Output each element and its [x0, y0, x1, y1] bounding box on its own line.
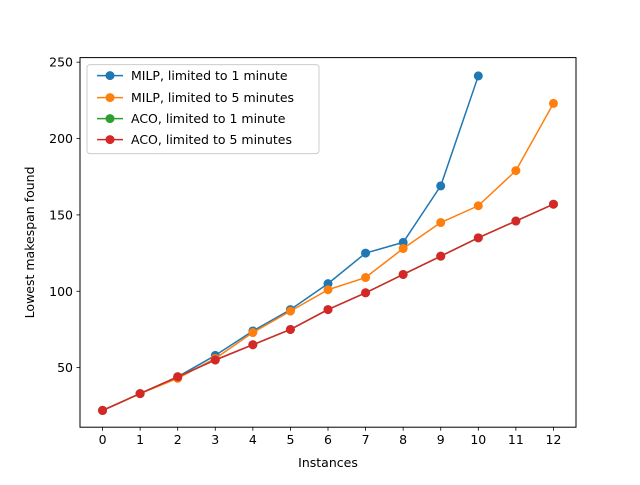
x-tick-label: 2 [174, 432, 182, 447]
data-point [436, 218, 446, 228]
y-tick-label: 100 [49, 284, 73, 299]
x-tick-label: 5 [286, 432, 294, 447]
data-point [361, 273, 371, 283]
legend-swatch-marker [105, 135, 115, 145]
legend-item-aco-1min: ACO, limited to 1 minute [97, 111, 286, 126]
x-tick-label: 11 [508, 432, 524, 447]
data-point [473, 201, 483, 211]
y-axis-label: Lowest makespan found [22, 166, 37, 318]
legend-label: MILP, limited to 5 minutes [131, 90, 294, 105]
x-tick-label: 4 [249, 432, 257, 447]
data-point [135, 389, 145, 399]
data-point [210, 355, 220, 365]
data-point [436, 181, 446, 191]
y-tick-label: 200 [49, 131, 73, 146]
x-tick-label: 6 [324, 432, 332, 447]
x-tick-label: 8 [399, 432, 407, 447]
legend-box [86, 64, 320, 155]
y-axis: 50 100 150 200 250 [49, 55, 80, 375]
x-tick-label: 7 [362, 432, 370, 447]
y-tick-label: 250 [49, 55, 73, 70]
data-point [436, 251, 446, 261]
x-axis: 0 1 2 3 4 5 6 7 8 9 10 11 12 [99, 427, 562, 447]
data-point [98, 405, 108, 415]
legend-item-milp-1min: MILP, limited to 1 minute [97, 68, 288, 83]
legend-swatch-marker [105, 114, 115, 124]
y-tick-label: 150 [49, 207, 73, 222]
data-point [173, 372, 183, 382]
x-tick-label: 10 [470, 432, 486, 447]
data-point [548, 98, 558, 108]
data-point [361, 288, 371, 298]
legend-label: ACO, limited to 5 minutes [131, 132, 292, 147]
x-tick-label: 12 [546, 432, 562, 447]
data-point [285, 324, 295, 334]
x-axis-label: Instances [298, 455, 358, 470]
x-tick-label: 1 [136, 432, 144, 447]
legend-swatch-marker [105, 93, 115, 103]
data-point [548, 199, 558, 209]
legend-label: MILP, limited to 1 minute [131, 68, 288, 83]
legend-item-aco-5min: ACO, limited to 5 minutes [97, 132, 292, 147]
data-point [285, 306, 295, 316]
data-point [361, 248, 371, 258]
data-point [248, 328, 258, 338]
data-point [398, 244, 408, 254]
x-tick-label: 0 [99, 432, 107, 447]
data-point [473, 71, 483, 81]
x-tick-label: 9 [437, 432, 445, 447]
data-point [511, 216, 521, 226]
legend: MILP, limited to 1 minute MILP, limited … [86, 64, 320, 155]
data-point [248, 340, 258, 350]
legend-item-milp-5min: MILP, limited to 5 minutes [97, 90, 294, 105]
x-tick-label: 3 [211, 432, 219, 447]
data-point [323, 305, 333, 315]
data-point [473, 233, 483, 243]
legend-swatch-marker [105, 71, 115, 81]
data-point [398, 269, 408, 279]
data-point [323, 285, 333, 295]
y-tick-label: 50 [57, 360, 73, 375]
series-layer [98, 71, 558, 415]
legend-label: ACO, limited to 1 minute [131, 111, 286, 126]
series-3 [98, 199, 558, 415]
data-point [511, 166, 521, 176]
